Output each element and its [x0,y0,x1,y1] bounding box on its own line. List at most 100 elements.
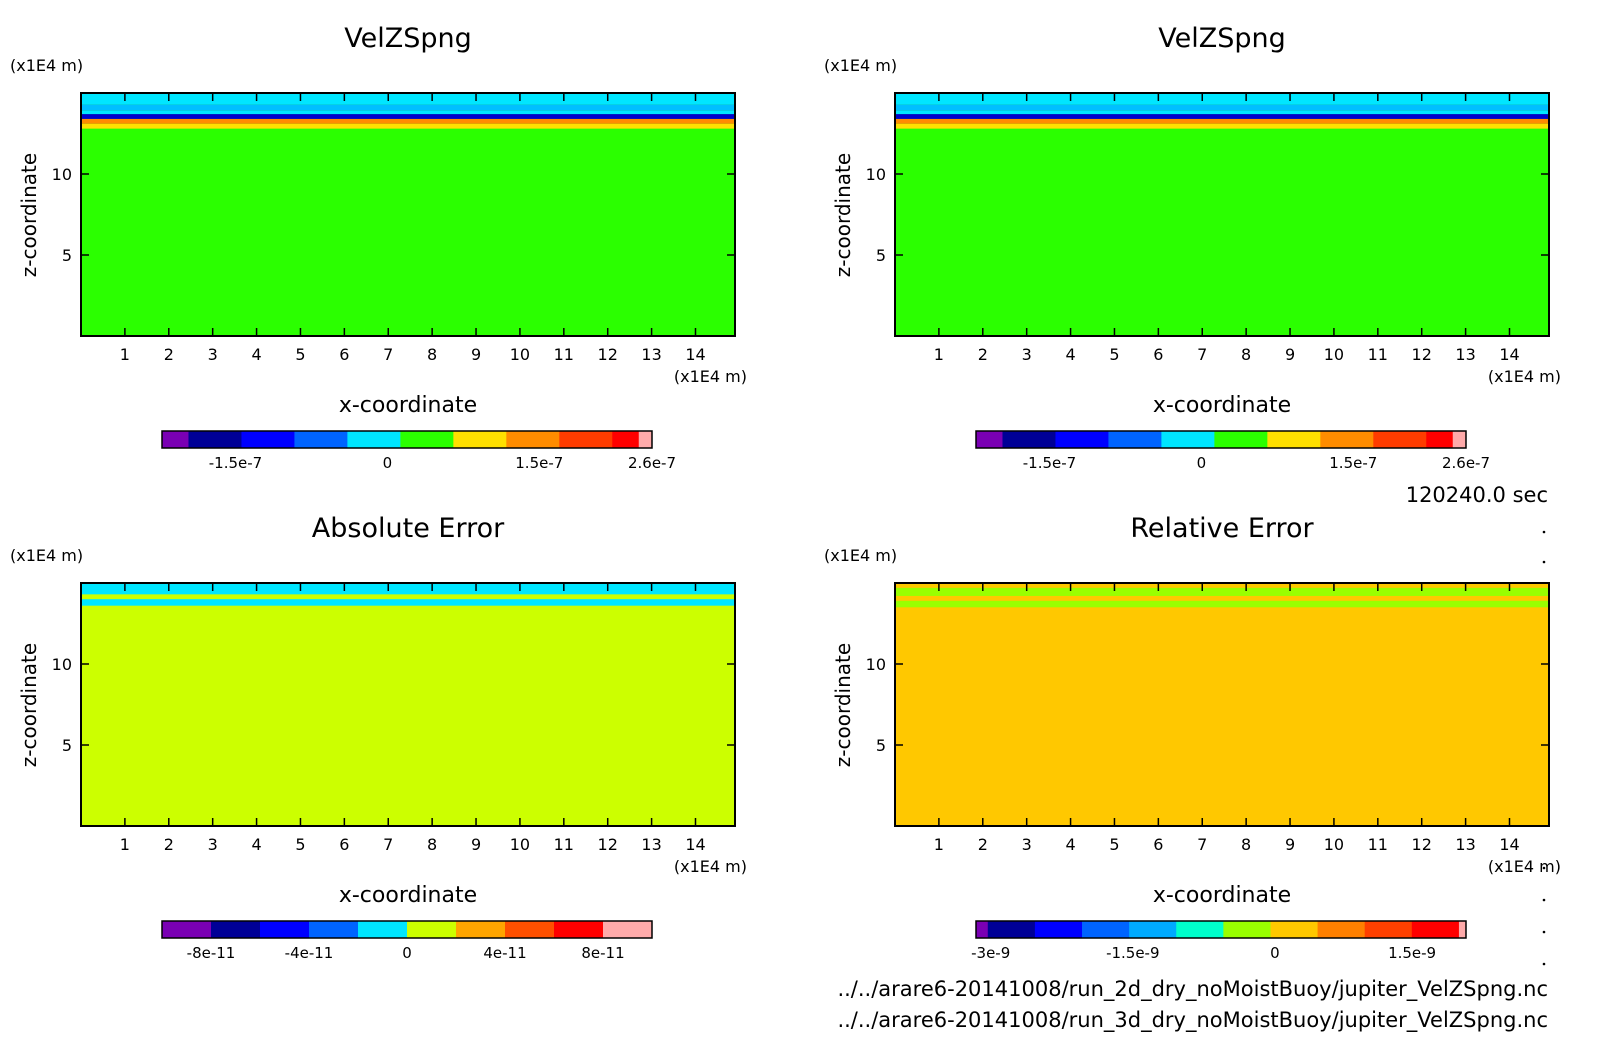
panel-3: Absolute Error(x1E4 m)1 2 3 4 5 6 7 8 9 10 11 12 13 1… [10,513,747,962]
colorbar-segment [1161,431,1215,448]
colorbar-segment [1373,431,1427,448]
colorbar-segment [162,431,189,448]
y-axis-label: z-coordinate [831,643,855,767]
colorbar-segment [612,431,640,448]
x-tick-label: 6 [1153,835,1163,854]
colorbar-label: 1.5e-9 [1388,944,1436,962]
x-tick-label: 7 [383,835,393,854]
colorbar-frame [975,920,1467,939]
y-unit-label: (x1E4 m) [10,546,83,565]
colorbar-segment [1364,921,1413,938]
file-path-2: ../../arare6-20141008/run_3d_dry_noMoist… [837,1008,1548,1033]
field-band-3 [81,114,735,119]
colorbar-segment [1034,921,1083,938]
x-tick-label: 1 [120,345,130,364]
field-band-1 [895,600,1549,608]
colorbar-segment [1452,431,1467,448]
panel-4: Relative Error(x1E4 m)1 2 3 4 5 6 7 8 9 10 11 12 13 1… [824,513,1561,962]
colorbar-segment [976,431,1003,448]
colorbar-label: -1.5e-7 [209,454,262,472]
x-tick-label: 9 [471,345,481,364]
colorbar-segment [400,431,454,448]
field-band-4 [81,110,735,115]
field-background [81,93,735,336]
x-unit-label: (x1E4 m) [674,367,747,386]
y-tick-label: 10 [866,655,886,674]
chart-title: Relative Error [1130,513,1314,544]
colorbar-segment [162,921,212,938]
colorbar-segment [1317,921,1366,938]
x-tick-label: 10 [1324,835,1344,854]
x-tick-label: 8 [1241,345,1251,364]
colorbar-label: -1.5e-9 [1106,944,1159,962]
panel-1: VelZSpng(x1E4 m)1 2 3 4 5 6 7 8 9 10 11 12 13 14510(x… [10,23,747,472]
plot-frame [894,92,1550,337]
x-tick-label: 1 [120,835,130,854]
colorbar-segment [1129,921,1177,938]
colorbar-segment [407,921,457,938]
field-band-2 [895,587,1549,596]
x-tick-label: 4 [251,345,261,364]
y-axis-label: z-coordinate [831,153,855,277]
colorbar-label: 4e-11 [483,944,526,962]
x-tick-label: 9 [471,835,481,854]
x-tick-label: 7 [1197,345,1207,364]
colorbar-label: 0 [1197,454,1207,472]
colorbar-segment [260,921,310,938]
colorbar-label: -4e-11 [285,944,334,962]
field-background [81,583,735,826]
x-tick-label: 13 [1455,345,1475,364]
x-unit-label: (x1E4 m) [1488,367,1561,386]
y-unit-label: (x1E4 m) [824,56,897,75]
y-tick-label: 10 [866,165,886,184]
x-tick-label: 8 [1241,835,1251,854]
field-band-4 [895,110,1549,115]
colorbar-segment [987,921,1036,938]
colorbar-segment [347,431,401,448]
colorbar-segment [1214,431,1268,448]
x-tick-label: 13 [1455,835,1475,854]
colorbar-label: 1.5e-7 [515,454,563,472]
plot-frame [80,92,736,337]
x-axis-label: x-coordinate [1153,883,1291,908]
colorbar-frame [975,430,1467,449]
field-band-5 [81,104,735,111]
colorbar-segment [1223,921,1271,938]
x-tick-label: 14 [1499,345,1519,364]
x-tick-label: 12 [1412,835,1432,854]
x-tick-label: 8 [427,345,437,364]
x-tick-label: 9 [1285,345,1295,364]
x-tick-label: 4 [1065,835,1075,854]
colorbar-segment [505,921,555,938]
x-unit-label: (x1E4 m) [674,857,747,876]
y-axis-label: z-coordinate [17,643,41,767]
x-tick-label: 11 [1368,835,1388,854]
x-tick-label: 10 [510,345,530,364]
colorbar-label: -3e-9 [971,944,1010,962]
field-band-2 [81,583,735,595]
field-band-6 [81,93,735,105]
field-background [895,93,1549,336]
x-unit-label: (x1E4 m) [1488,857,1561,876]
y-axis-label: z-coordinate [17,153,41,277]
x-axis-label: x-coordinate [1153,393,1291,418]
y-unit-label: (x1E4 m) [824,546,897,565]
colorbar-segment [309,921,359,938]
colorbar-label: 1.5e-7 [1329,454,1377,472]
y-tick-label: 5 [876,736,886,755]
colorbar-label: 0 [1270,944,1280,962]
x-tick-label: 12 [1412,345,1432,364]
y-unit-label: (x1E4 m) [10,56,83,75]
x-tick-label: 14 [685,345,705,364]
chart-title: VelZSpng [1158,23,1286,54]
x-tick-label: 11 [554,835,574,854]
colorbar-label: -8e-11 [187,944,236,962]
x-tick-label: 5 [295,345,305,364]
x-tick-label: 1 [934,345,944,364]
colorbar-segment [638,431,653,448]
colorbar-segment [294,431,348,448]
x-tick-label: 3 [208,835,218,854]
colorbar-segment [1320,431,1374,448]
plot-frame [894,582,1550,827]
field-band-1 [895,123,1549,129]
